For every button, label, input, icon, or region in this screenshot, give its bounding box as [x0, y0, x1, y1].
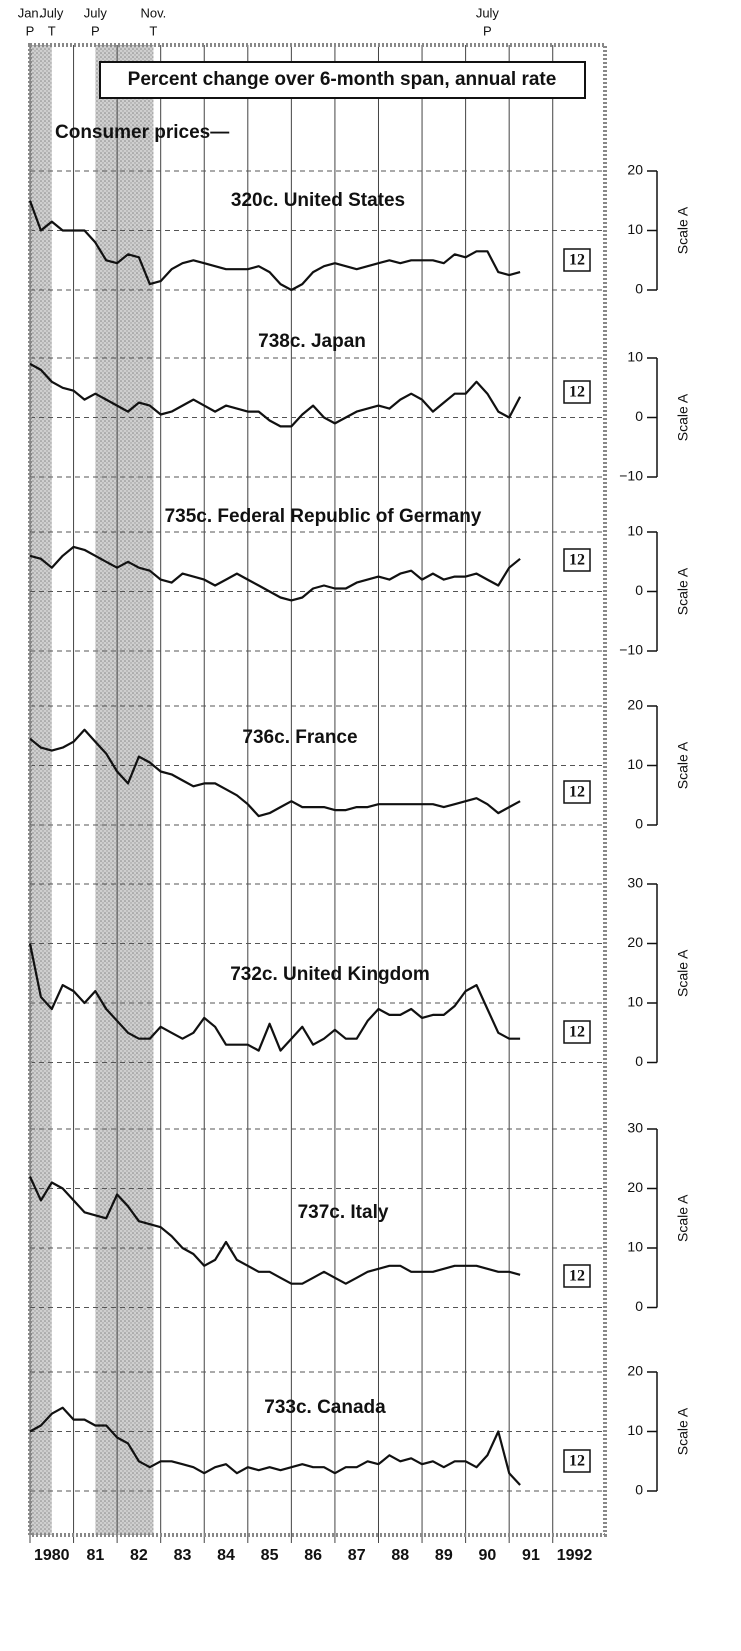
- turning-point-month: Jan.: [18, 5, 43, 20]
- plot-frame: [28, 43, 607, 1537]
- y-tick-label: 0: [635, 1298, 643, 1314]
- title-box: [99, 61, 586, 99]
- span-box: [563, 780, 591, 804]
- panel-title: 732c. United Kingdom: [230, 964, 430, 985]
- x-tick-label: 86: [304, 1547, 322, 1564]
- turning-point-month: July: [40, 5, 64, 20]
- y-axis-label: Scale A: [675, 949, 691, 997]
- subtitle: Consumer prices—: [55, 122, 229, 143]
- span-box: [563, 1264, 591, 1288]
- x-tick-label: 89: [435, 1547, 453, 1564]
- y-tick-label: 10: [627, 756, 643, 772]
- turning-point-month: Nov.: [141, 5, 167, 20]
- x-tick-label: 84: [217, 1547, 235, 1564]
- y-tick-label: 0: [635, 1053, 643, 1069]
- y-tick-label: 0: [635, 816, 643, 832]
- y-tick-label: 20: [627, 1363, 643, 1379]
- span-label: 12: [569, 552, 585, 569]
- y-tick-label: 10: [627, 1239, 643, 1255]
- turning-point-month: July: [476, 5, 500, 20]
- y-tick-label: 10: [627, 221, 643, 237]
- span-box: [563, 548, 591, 572]
- line: [28, 1176, 521, 1285]
- line: [29, 1406, 521, 1486]
- x-tick-label: 90: [478, 1547, 496, 1564]
- y-axis-label: Scale A: [675, 206, 691, 254]
- y-tick-label: 20: [627, 934, 643, 950]
- span-box: [563, 380, 591, 404]
- span-label: 12: [569, 1024, 585, 1041]
- turning-point-phase: T: [149, 23, 157, 38]
- y-tick-label: 20: [627, 1179, 643, 1195]
- y-axis-label: Scale A: [675, 567, 691, 615]
- y-tick-label: 0: [635, 582, 643, 598]
- y-axis-label: Scale A: [675, 393, 691, 441]
- x-tick-label: 1980: [34, 1547, 70, 1564]
- y-tick-label: 20: [627, 162, 643, 178]
- recession-band: [30, 45, 52, 1535]
- x-tick-label: 85: [261, 1547, 279, 1564]
- x-tick-label: 91: [522, 1547, 540, 1564]
- panel-title: 733c. Canada: [264, 1397, 386, 1418]
- line: [29, 728, 521, 818]
- grid: [29, 45, 605, 1543]
- y-tick-label: 30: [627, 1120, 643, 1136]
- y-tick-label: −10: [619, 468, 643, 484]
- span-label: 12: [569, 1268, 585, 1285]
- chart-title: Percent change over 6-month span, annual…: [128, 69, 557, 90]
- turning-point-phase: P: [483, 23, 492, 38]
- turning-point-month: July: [84, 5, 108, 20]
- turning-point-phase: P: [91, 23, 100, 38]
- x-tick-label: 82: [130, 1547, 148, 1564]
- line: [29, 362, 522, 428]
- y-tick-label: 0: [635, 408, 643, 424]
- turning-point-phase: T: [48, 23, 56, 38]
- span-label: 12: [569, 1453, 585, 1470]
- line: [29, 545, 521, 602]
- span-box: [563, 248, 591, 272]
- y-tick-label: −10: [619, 642, 643, 658]
- y-axis-label: Scale A: [675, 741, 691, 789]
- y-tick-label: 20: [627, 697, 643, 713]
- y-tick-label: 0: [635, 1482, 643, 1498]
- recession-band: [95, 45, 154, 1535]
- x-tick-label: 81: [86, 1547, 104, 1564]
- span-label: 12: [569, 384, 585, 401]
- x-tick-label: 83: [174, 1547, 192, 1564]
- line: [28, 943, 521, 1052]
- panel-title: 738c. Japan: [258, 331, 366, 352]
- line: [28, 200, 521, 292]
- y-tick-label: 10: [627, 1422, 643, 1438]
- span-box: [563, 1020, 591, 1044]
- marks: Jan. P July T July P Nov. T July P 1980 81 82 83 84 85 8…: [18, 5, 691, 1564]
- y-tick-label: 10: [627, 349, 643, 365]
- panel-title: 735c. Federal Republic of Germany: [165, 506, 482, 527]
- x-tick-label: 1992: [557, 1547, 593, 1564]
- recession-shading: [30, 45, 154, 1535]
- panel-title: 736c. France: [242, 727, 357, 748]
- y-axis-label: Scale A: [675, 1407, 691, 1455]
- x-tick-label: 87: [348, 1547, 366, 1564]
- span-box: [563, 1449, 591, 1473]
- y-tick-label: 10: [627, 994, 643, 1010]
- y-tick-label: 10: [627, 523, 643, 539]
- y-axis-label: Scale A: [675, 1194, 691, 1242]
- span-label: 12: [569, 252, 585, 269]
- turning-point-phase: P: [26, 23, 35, 38]
- panel-title: 320c. United States: [231, 190, 405, 211]
- y-tick-label: 0: [635, 281, 643, 297]
- panel-title: 737c. Italy: [298, 1202, 389, 1223]
- span-label: 12: [569, 784, 585, 801]
- x-tick-label: 88: [391, 1547, 409, 1564]
- y-tick-label: 30: [627, 875, 643, 891]
